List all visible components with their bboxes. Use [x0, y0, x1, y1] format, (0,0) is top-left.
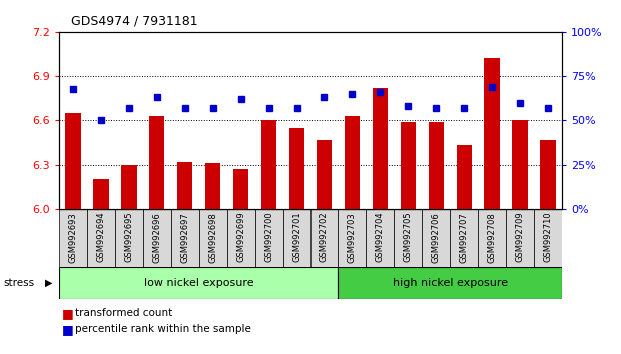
Bar [121, 165, 137, 209]
Bar [87, 209, 115, 267]
Bar [540, 139, 556, 209]
Bar [478, 209, 506, 267]
Bar [93, 179, 109, 209]
Bar [401, 122, 416, 209]
Bar [450, 209, 478, 267]
Text: percentile rank within the sample: percentile rank within the sample [75, 324, 250, 334]
Text: GSM992695: GSM992695 [124, 212, 134, 262]
Bar [506, 209, 534, 267]
Bar [115, 209, 143, 267]
Bar [394, 209, 422, 267]
Text: GSM992698: GSM992698 [208, 212, 217, 263]
Bar [205, 163, 220, 209]
Bar [338, 267, 562, 299]
Text: high nickel exposure: high nickel exposure [392, 278, 508, 288]
Text: GSM992693: GSM992693 [68, 212, 78, 263]
Bar [373, 88, 388, 209]
Bar [456, 145, 472, 209]
Text: GSM992709: GSM992709 [515, 212, 525, 262]
Bar [338, 209, 366, 267]
Text: GSM992699: GSM992699 [236, 212, 245, 262]
Text: ■: ■ [62, 323, 74, 336]
Bar [227, 209, 255, 267]
Text: low nickel exposure: low nickel exposure [144, 278, 253, 288]
Bar [366, 209, 394, 267]
Text: GSM992710: GSM992710 [543, 212, 553, 262]
Text: GSM992701: GSM992701 [292, 212, 301, 262]
Bar [199, 209, 227, 267]
Text: GSM992696: GSM992696 [152, 212, 161, 263]
Text: GSM992702: GSM992702 [320, 212, 329, 262]
Text: stress: stress [3, 278, 34, 288]
Bar [149, 116, 165, 209]
Bar [512, 120, 528, 209]
Bar [177, 162, 193, 209]
Bar [317, 139, 332, 209]
Text: transformed count: transformed count [75, 308, 172, 318]
Text: GSM992694: GSM992694 [96, 212, 106, 262]
Bar [428, 122, 444, 209]
Text: GSM992704: GSM992704 [376, 212, 385, 262]
Bar [255, 209, 283, 267]
Bar [261, 120, 276, 209]
Text: GDS4974 / 7931181: GDS4974 / 7931181 [71, 14, 198, 27]
Bar [422, 209, 450, 267]
Text: GSM992707: GSM992707 [460, 212, 469, 263]
Text: ▶: ▶ [45, 278, 52, 288]
Text: GSM992706: GSM992706 [432, 212, 441, 263]
Text: GSM992708: GSM992708 [487, 212, 497, 263]
Bar [484, 58, 500, 209]
Bar [171, 209, 199, 267]
Bar [233, 169, 248, 209]
Bar [345, 116, 360, 209]
Bar [534, 209, 562, 267]
Bar [65, 113, 81, 209]
Bar [59, 267, 338, 299]
Bar [289, 128, 304, 209]
Bar [143, 209, 171, 267]
Text: GSM992697: GSM992697 [180, 212, 189, 263]
Bar [283, 209, 310, 267]
Bar [59, 209, 87, 267]
Text: GSM992703: GSM992703 [348, 212, 357, 263]
Text: ■: ■ [62, 307, 74, 320]
Text: GSM992700: GSM992700 [264, 212, 273, 262]
Text: GSM992705: GSM992705 [404, 212, 413, 262]
Bar [310, 209, 338, 267]
